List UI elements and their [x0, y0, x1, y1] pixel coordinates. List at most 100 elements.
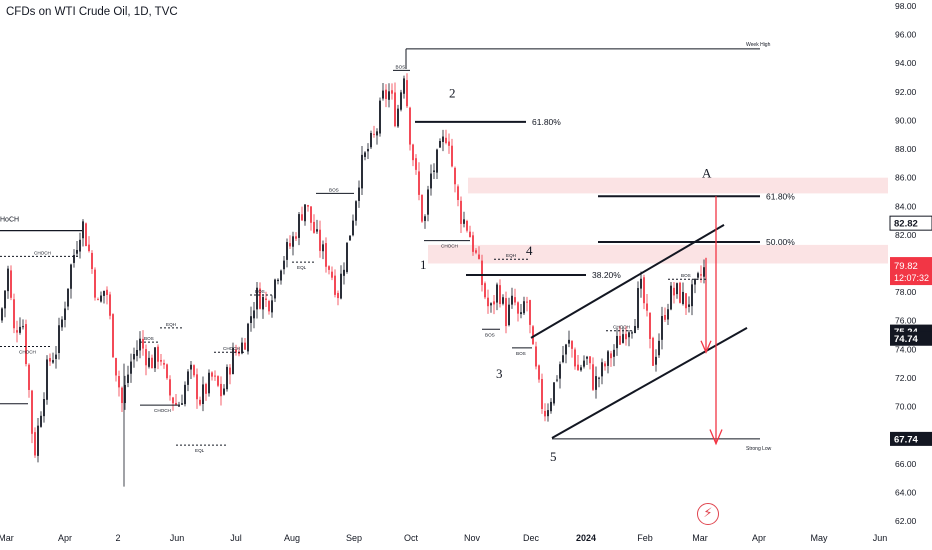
candle-body: [664, 314, 666, 320]
candle-body: [79, 239, 81, 252]
candle-body: [364, 152, 366, 157]
candle-body: [604, 363, 606, 367]
candle-body: [349, 235, 351, 241]
wave-label-3: 3: [496, 366, 503, 381]
candle-body: [262, 296, 264, 310]
candle-body: [445, 137, 447, 144]
candle-body: [289, 243, 291, 247]
candle-body: [562, 355, 564, 363]
candle-body: [439, 140, 441, 148]
candle-body: [49, 358, 51, 362]
candle-body: [121, 387, 123, 404]
candle-body: [346, 242, 348, 272]
candle-body: [607, 351, 609, 366]
candle-body: [649, 312, 651, 339]
time-tick-label: Apr: [752, 533, 766, 543]
candle-body: [232, 348, 234, 374]
channel-upper-line: [530, 224, 725, 339]
candle-body: [151, 357, 153, 369]
candle-body: [292, 236, 294, 247]
candle-body: [514, 297, 516, 303]
candle-body: [133, 354, 135, 360]
price-tick-label: 90.00: [895, 115, 917, 125]
candle-body: [673, 287, 675, 296]
candle-body: [478, 254, 480, 259]
candle-body: [568, 339, 570, 344]
candle-body: [676, 283, 678, 295]
candle-body: [433, 170, 435, 172]
candle-body: [16, 330, 18, 333]
candle-body: [652, 337, 654, 366]
candle-body: [685, 293, 687, 309]
price-tick-label: 74.00: [895, 344, 917, 354]
candle-body: [355, 201, 357, 221]
wave-label-1: 1: [420, 257, 427, 272]
candle-body: [493, 301, 495, 305]
candle-body: [94, 269, 96, 298]
bos-aug-label: BOS: [329, 187, 339, 192]
bos-may-label: BOS: [144, 336, 154, 341]
candle-body: [205, 384, 207, 394]
candle-body: [214, 375, 216, 377]
candle-body: [421, 194, 423, 222]
candle-body: [271, 300, 273, 313]
candle-body: [250, 316, 252, 323]
candle-body: [115, 358, 117, 376]
candle-body: [19, 326, 21, 333]
tradingview-logo-icon[interactable]: ⚡: [697, 503, 719, 525]
candle-body: [655, 356, 657, 365]
channel-lower-line: [551, 327, 748, 439]
choch-mar-label: CHOCH: [34, 250, 51, 255]
candle-body: [631, 332, 633, 334]
price-tick-label: 82.00: [895, 230, 917, 240]
candle-body: [550, 401, 552, 412]
candle-body: [145, 349, 147, 366]
eql-aug-label: EQL: [297, 265, 307, 270]
choch-jan-label: CHOCH: [613, 325, 630, 330]
candle-body: [448, 141, 450, 146]
candle-body: [484, 283, 486, 298]
candle-body: [268, 301, 270, 312]
candle-body: [160, 359, 162, 362]
candle-body: [703, 267, 705, 277]
candle-body: [694, 278, 696, 285]
candle-body: [334, 275, 336, 295]
candle-body: [628, 332, 630, 338]
candle-body: [118, 375, 120, 388]
candle-body: [682, 291, 684, 304]
candle-body: [70, 264, 72, 289]
price-tick-label: 76.00: [895, 316, 917, 326]
wave-label-4: 4: [526, 243, 533, 258]
candle-body: [184, 384, 186, 405]
candle-body: [85, 223, 87, 247]
choch-may-label: CHOCH: [154, 408, 171, 413]
candle-body: [307, 205, 309, 207]
candle-body: [76, 250, 78, 254]
candle-body: [361, 154, 363, 189]
candle-body: [148, 357, 150, 367]
candle-body: [229, 367, 231, 375]
price-tick-label: 64.00: [895, 487, 917, 497]
candle-body: [460, 200, 462, 224]
candle-body: [520, 312, 522, 315]
time-axis: Mar Apr 2 Jun Jul Aug Sep Oct Nov Dec 2024 Feb Mar Ap…: [0, 533, 887, 543]
candle-body: [343, 269, 345, 276]
candle-body: [397, 108, 399, 127]
price-tick-label: 70.00: [895, 402, 917, 412]
candle-body: [466, 220, 468, 231]
candle-body: [106, 289, 108, 296]
fib-level-label: 38.20%: [592, 270, 621, 280]
candle-body: [52, 360, 54, 363]
candle-body: [55, 354, 57, 359]
candle-body: [697, 273, 699, 278]
candle-body: [217, 376, 219, 386]
candle-body: [187, 371, 189, 385]
chart-title: CFDs on WTI Crude Oil, 1D, TVC: [6, 6, 178, 18]
candle-body: [370, 132, 372, 148]
candle-body: [109, 294, 111, 316]
candle-body: [130, 361, 132, 374]
candle-body: [190, 364, 192, 370]
choch-mar2-label: CHOCH: [19, 349, 36, 354]
